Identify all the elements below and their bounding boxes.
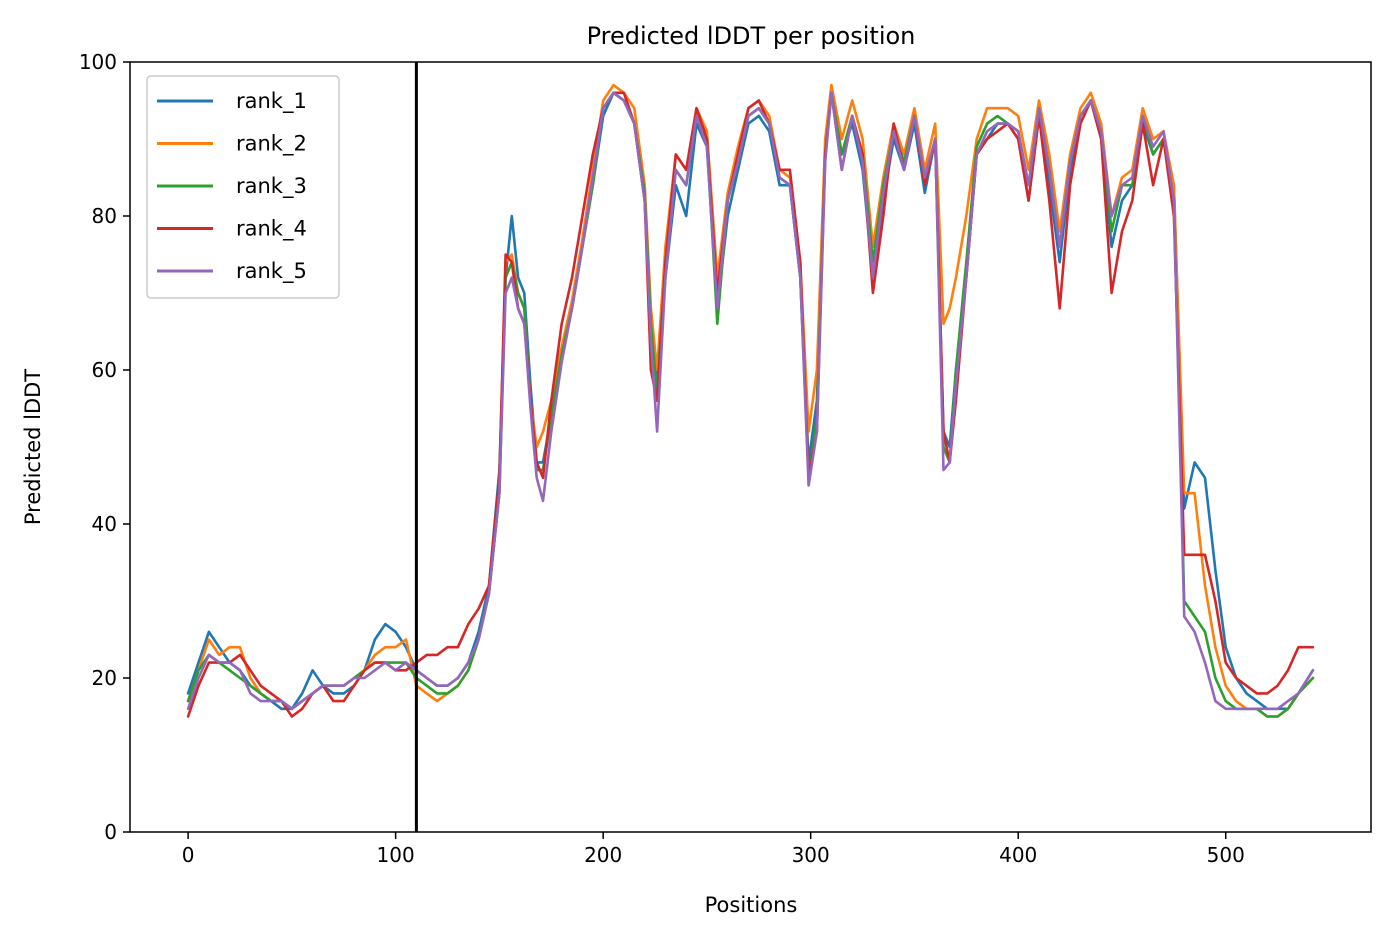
x-tick-label: 200 <box>584 843 622 867</box>
series-line-rank_1 <box>186 91 1315 711</box>
x-tick-label: 500 <box>1207 843 1245 867</box>
y-tick-label: 80 <box>92 204 117 228</box>
legend: rank_1 rank_2 rank_3 rank_4 rank_5 <box>146 75 340 299</box>
chart-title: Predicted lDDT per position <box>587 22 916 50</box>
legend-box <box>146 75 340 299</box>
legend-label-rank_1: rank_1 <box>236 89 307 114</box>
series-line-rank_5 <box>186 91 1315 711</box>
y-axis-title: Predicted lDDT <box>21 369 45 525</box>
y-tick-label: 100 <box>79 50 117 74</box>
y-tick-label: 60 <box>92 358 117 382</box>
x-axis-title: Positions <box>705 893 798 917</box>
x-tick-label: 100 <box>377 843 415 867</box>
legend-label-rank_3: rank_3 <box>236 174 307 199</box>
legend-label-rank_2: rank_2 <box>236 132 307 157</box>
x-tick-label: 0 <box>182 843 195 867</box>
legend-label-rank_5: rank_5 <box>236 259 307 284</box>
y-tick-label: 0 <box>104 820 117 844</box>
legend-label-rank_4: rank_4 <box>236 217 307 242</box>
plot-frame <box>129 61 1372 833</box>
y-tick-label: 20 <box>92 666 117 690</box>
series-layer <box>186 83 1315 718</box>
y-axis: 0 20 40 60 80 100 <box>79 50 130 844</box>
y-tick-label: 40 <box>92 512 117 536</box>
x-axis: 0 100 200 300 400 500 <box>182 832 1245 867</box>
x-tick-label: 300 <box>792 843 830 867</box>
x-tick-label: 400 <box>999 843 1037 867</box>
